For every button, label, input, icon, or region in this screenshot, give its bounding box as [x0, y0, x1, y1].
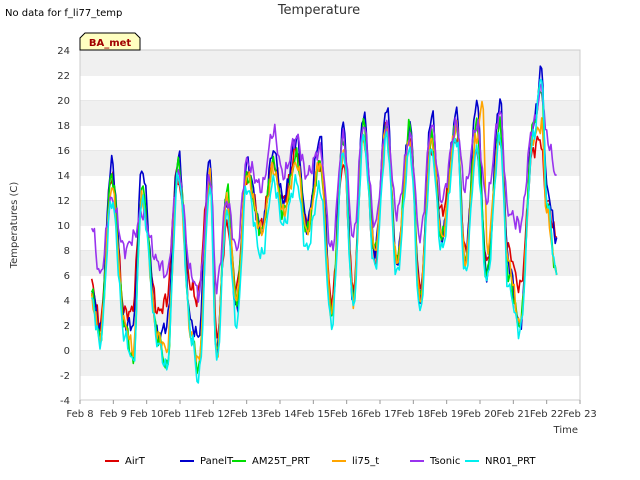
x-tick-label: Feb 16	[330, 409, 364, 420]
x-tick-label: Feb 18	[397, 409, 431, 420]
y-tick-label: -4	[60, 396, 70, 407]
x-axis-ticks: Feb 8 Feb 9 Feb 10 Feb 11 Feb 12 Feb 13 Feb 14…	[66, 400, 597, 420]
y-tick-label: 24	[57, 46, 70, 57]
grid-band	[80, 175, 580, 200]
grid-band	[80, 250, 580, 275]
x-tick-label: Feb 12	[197, 409, 231, 420]
grid-band	[80, 375, 580, 400]
legend: AirT PanelT AM25T_PRT li75_t Tsonic NR01_PRT	[105, 456, 536, 467]
no-data-message: No data for f_li77_temp	[5, 8, 123, 19]
x-tick-label: Feb 11	[163, 409, 197, 420]
y-tick-label: 10	[57, 221, 70, 232]
x-tick-label: Feb 14	[263, 409, 297, 420]
x-tick-label: Feb 21	[497, 409, 531, 420]
series-line-li75-t	[90, 100, 558, 363]
legend-label: AirT	[125, 456, 146, 467]
x-tick-label: Feb 10	[130, 409, 164, 420]
series-layer	[90, 65, 558, 384]
y-axis-label: Temperatures (C)	[9, 182, 20, 270]
x-tick-label: Feb 15	[297, 409, 331, 420]
grid-band	[80, 350, 580, 375]
grid-band	[80, 75, 580, 100]
plot-frame	[79, 49, 581, 401]
x-tick-label: Feb 23	[563, 409, 597, 420]
y-tick-label: 20	[57, 96, 70, 107]
y-tick-label: 4	[64, 296, 70, 307]
grid-band	[80, 200, 580, 225]
x-tick-label: Feb 19	[430, 409, 464, 420]
y-tick-label: 2	[64, 321, 70, 332]
legend-label: Tsonic	[429, 456, 460, 467]
y-tick-label: 0	[64, 346, 70, 357]
y-tick-label: 18	[57, 121, 70, 132]
x-axis-label: Time	[553, 425, 578, 436]
legend-label: PanelT	[200, 456, 234, 467]
grid-band	[80, 325, 580, 350]
grid-band	[80, 125, 580, 150]
y-tick-label: -2	[60, 371, 70, 382]
grid-band	[80, 100, 580, 125]
grid-band	[80, 50, 580, 75]
x-tick-label: Feb 22	[530, 409, 564, 420]
badge-label: BA_met	[89, 38, 132, 49]
x-tick-label: Feb 9	[100, 409, 127, 420]
legend-label: NR01_PRT	[485, 456, 536, 467]
x-tick-label: Feb 17	[363, 409, 397, 420]
y-tick-label: 6	[64, 271, 70, 282]
y-tick-label: 8	[64, 246, 70, 257]
chart-title: Temperature	[277, 3, 360, 18]
x-tick-label: Feb 13	[230, 409, 264, 420]
x-tick-label: Feb 8	[66, 409, 93, 420]
ba-met-badge: BA_met	[79, 32, 141, 51]
series-line-nr01-prt	[91, 78, 558, 384]
x-tick-label: Feb 20	[463, 409, 497, 420]
badge-shape	[79, 32, 141, 51]
y-tick-label: 22	[57, 71, 70, 82]
y-tick-label: 16	[57, 146, 70, 157]
legend-label: AM25T_PRT	[252, 456, 311, 467]
y-tick-label: 12	[57, 196, 70, 207]
y-tick-label: 14	[57, 171, 70, 182]
series-line-tsonic	[90, 83, 557, 303]
legend-label: li75_t	[352, 456, 379, 467]
